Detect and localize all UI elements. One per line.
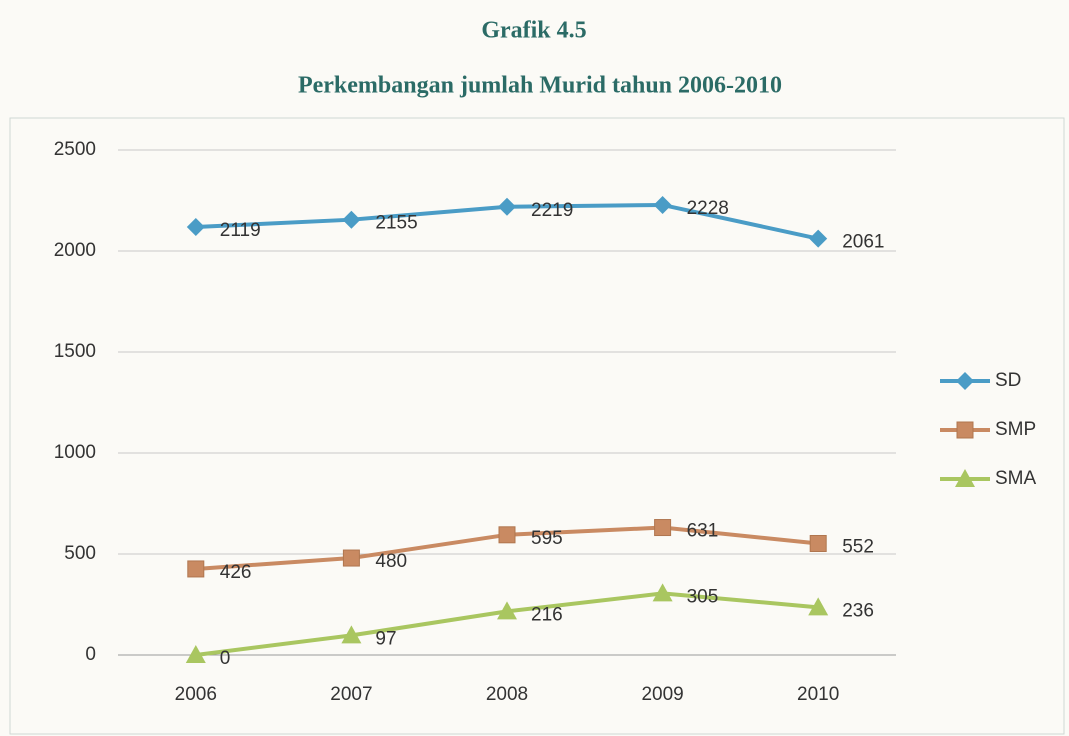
y-tick-label: 0 xyxy=(85,644,96,665)
legend-label: SMA xyxy=(995,468,1037,489)
legend-marker xyxy=(957,422,973,438)
data-label: 216 xyxy=(531,604,563,625)
chart-subtitle: Perkembangan jumlah Murid tahun 2006-201… xyxy=(298,73,782,99)
y-tick-label: 1500 xyxy=(54,341,96,362)
x-tick-label: 2008 xyxy=(486,684,528,705)
x-tick-label: 2006 xyxy=(175,684,217,705)
marker xyxy=(343,550,359,566)
data-label: 305 xyxy=(687,586,719,607)
x-tick-label: 2007 xyxy=(330,684,372,705)
legend-label: SD xyxy=(995,370,1021,391)
data-label: 2155 xyxy=(375,213,417,234)
data-label: 2061 xyxy=(842,232,884,253)
data-label: 2119 xyxy=(220,220,261,241)
legend-label: SMP xyxy=(995,419,1036,440)
data-label: 595 xyxy=(531,528,563,549)
data-label: 2219 xyxy=(531,200,573,221)
chart-title: Grafik 4.5 xyxy=(481,18,586,44)
y-tick-label: 2000 xyxy=(54,240,96,261)
y-tick-label: 500 xyxy=(64,543,96,564)
data-label: 236 xyxy=(842,600,874,621)
y-tick-label: 2500 xyxy=(54,139,96,160)
data-label: 426 xyxy=(220,562,252,583)
y-tick-label: 1000 xyxy=(54,442,96,463)
data-label: 0 xyxy=(220,648,231,669)
x-tick-label: 2009 xyxy=(641,684,683,705)
marker xyxy=(499,527,515,543)
marker xyxy=(655,520,671,536)
marker xyxy=(188,561,204,577)
data-label: 552 xyxy=(842,537,874,558)
marker xyxy=(810,535,826,551)
data-label: 2228 xyxy=(687,198,729,219)
chart: Grafik 4.5 Perkembangan jumlah Murid tah… xyxy=(0,0,1069,736)
background xyxy=(0,0,1069,736)
data-label: 631 xyxy=(687,521,719,542)
x-tick-label: 2010 xyxy=(797,684,839,705)
data-label: 97 xyxy=(375,628,396,649)
data-label: 480 xyxy=(375,551,407,572)
